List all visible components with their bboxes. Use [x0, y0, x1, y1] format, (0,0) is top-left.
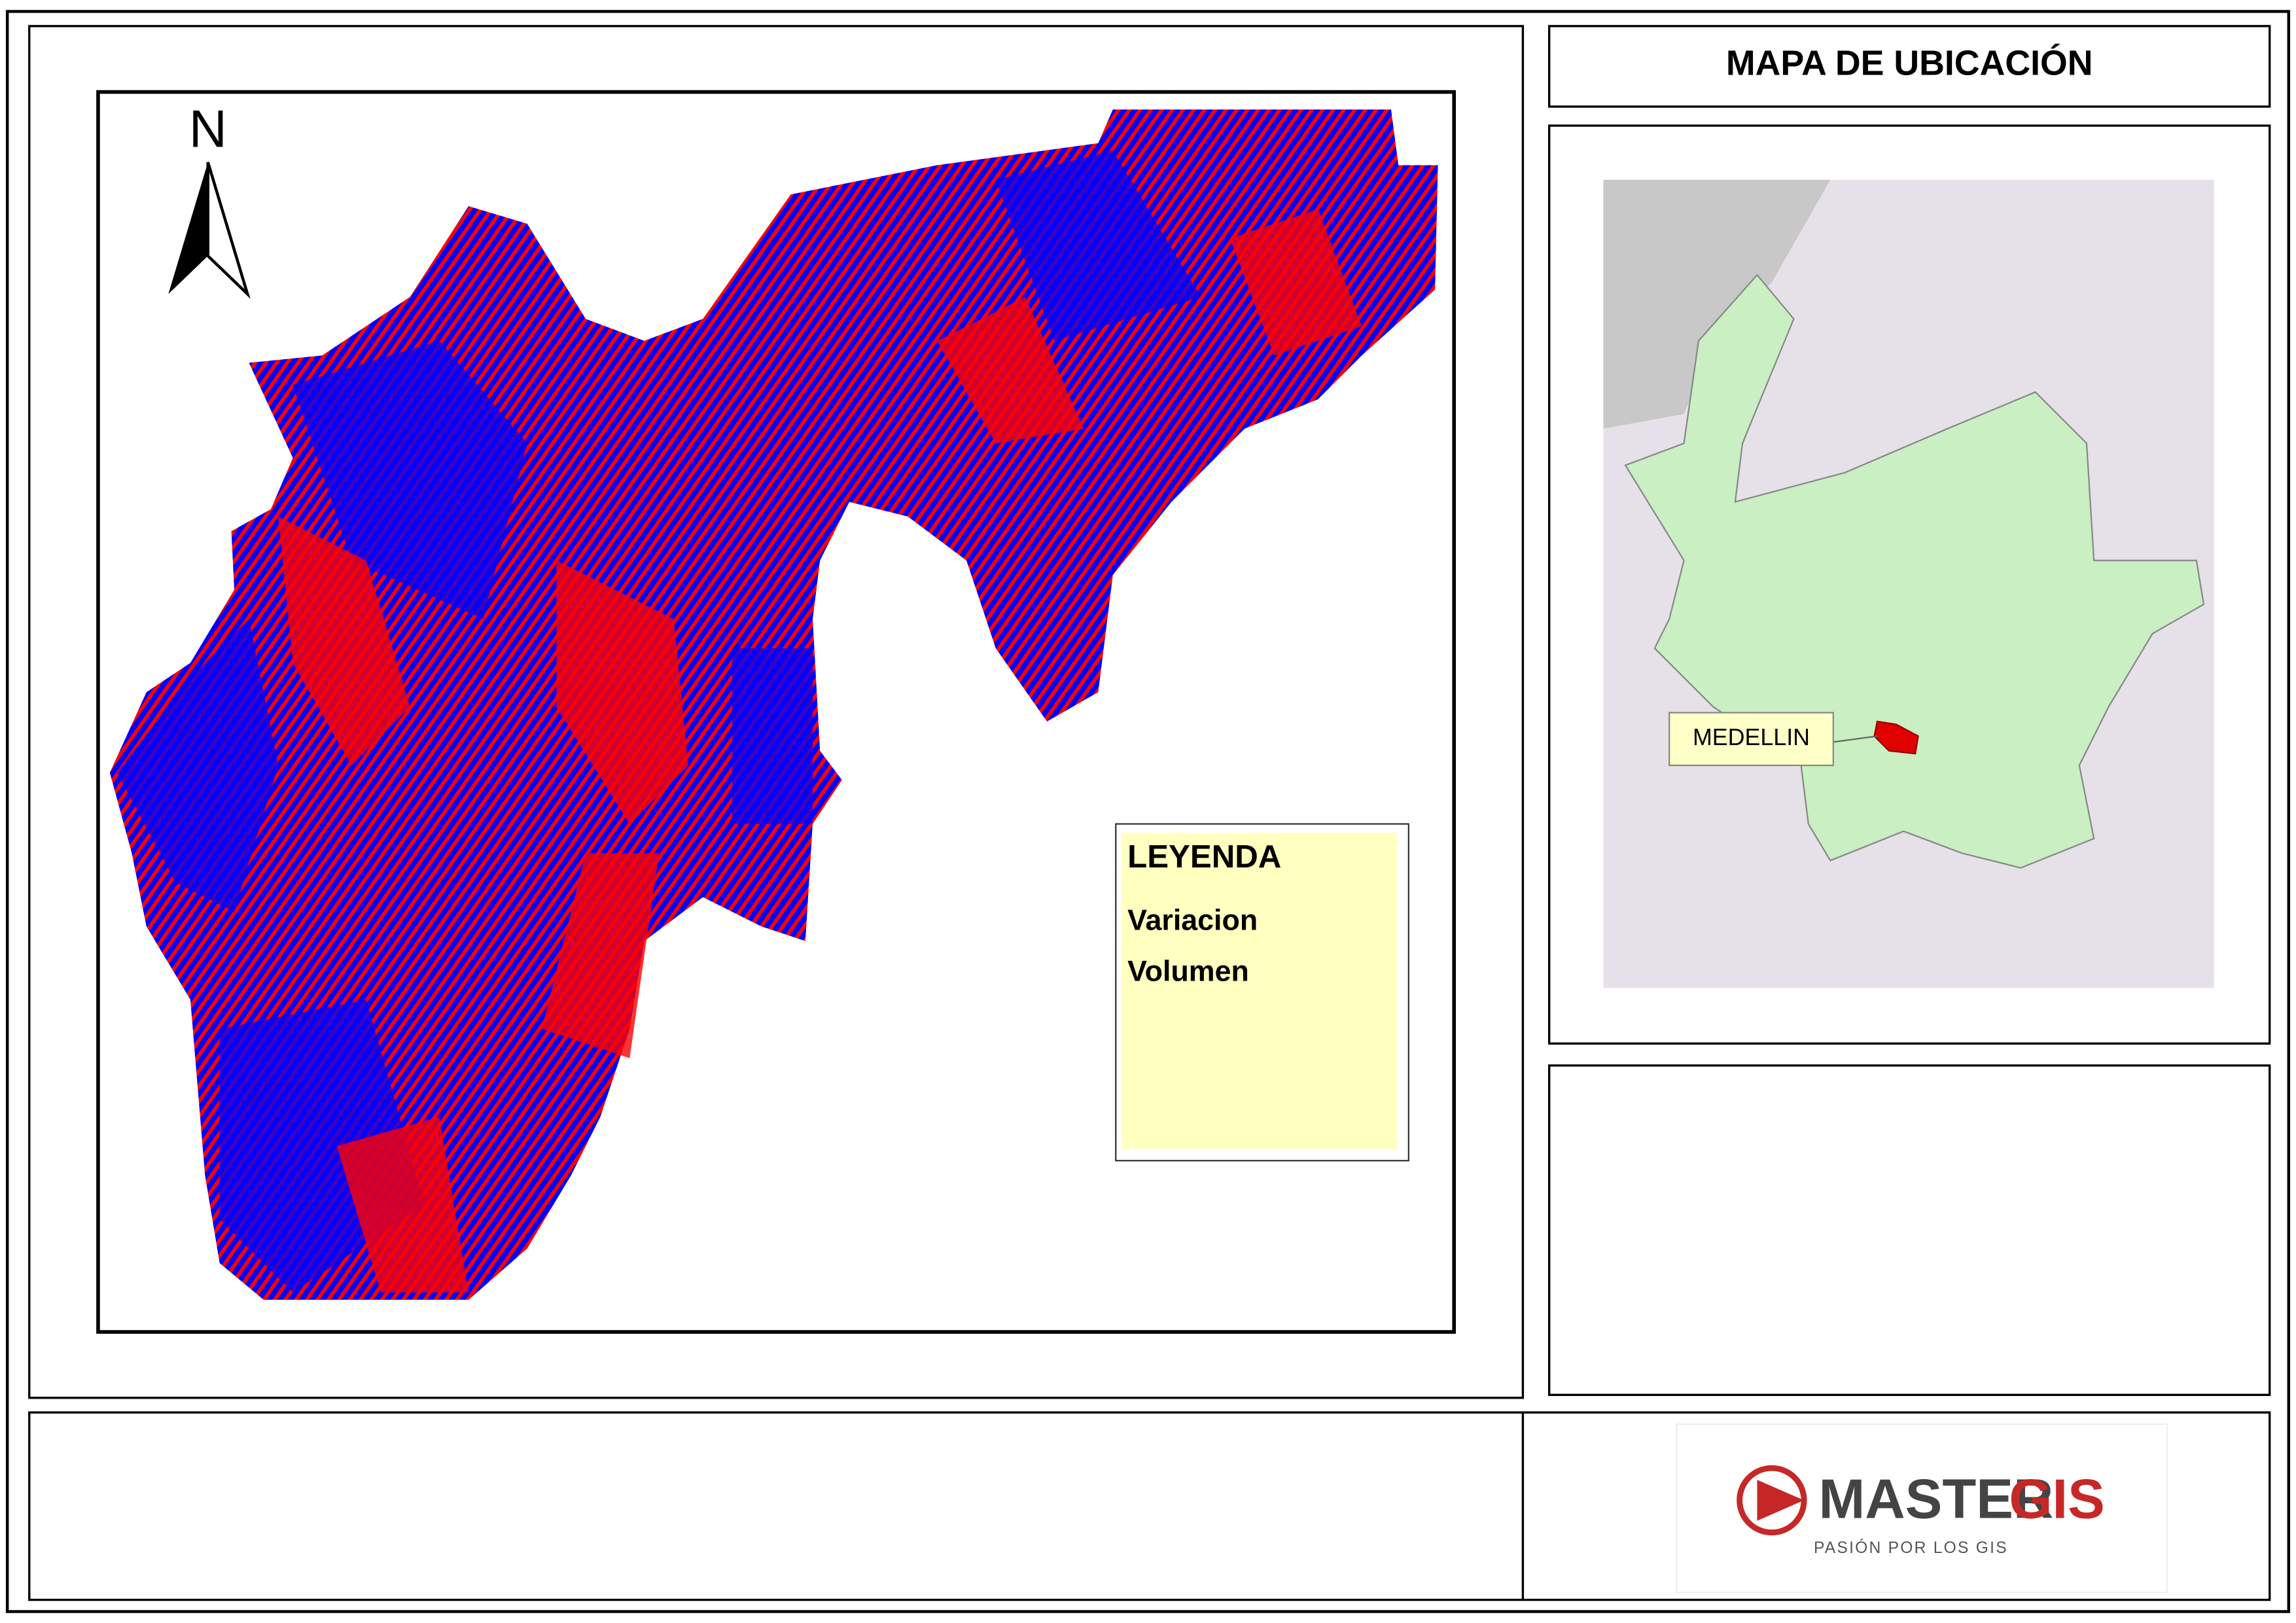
main-map: N LEYENDA Variacion Volumen — [96, 90, 1457, 1334]
legend-fill — [1122, 832, 1397, 1149]
arrow-left — [168, 162, 208, 294]
inset-map: MEDELLIN — [1603, 179, 2214, 988]
outer-frame — [5, 10, 2291, 1613]
north-label: N — [189, 100, 227, 159]
logo: MASTER GIS PASIÓN POR LOS GIS — [1676, 1423, 2168, 1594]
title-box — [1548, 1064, 2271, 1396]
inset-box — [1548, 124, 2271, 1045]
legend-title: LEYENDA — [1127, 839, 1281, 875]
logo-name-a: MASTER — [1818, 1468, 2053, 1530]
north-arrow: N — [168, 100, 251, 299]
main-panel — [28, 25, 1525, 1399]
logo-tagline: PASIÓN POR LOS GIS — [1814, 1539, 2008, 1557]
legend: LEYENDA Variacion Volumen — [1115, 823, 1409, 1162]
arrow-right — [206, 162, 251, 299]
callout-label: MEDELLIN — [1693, 724, 1810, 750]
map-frame — [96, 90, 1457, 1334]
logo-play — [1757, 1480, 1805, 1521]
legend-subtitle: Variacion — [1127, 903, 1258, 936]
logo-name-b: GIS — [2009, 1468, 2104, 1530]
darien-area — [1603, 179, 1831, 429]
footer-box — [28, 1411, 2271, 1601]
legend-subtitle: Volumen — [1127, 955, 1249, 988]
inset-title-box — [1548, 25, 2271, 108]
inset-title: MAPA DE UBICACIÓN — [1726, 43, 2093, 82]
gain-zones — [278, 209, 1362, 1293]
callout-box — [1669, 712, 1834, 767]
